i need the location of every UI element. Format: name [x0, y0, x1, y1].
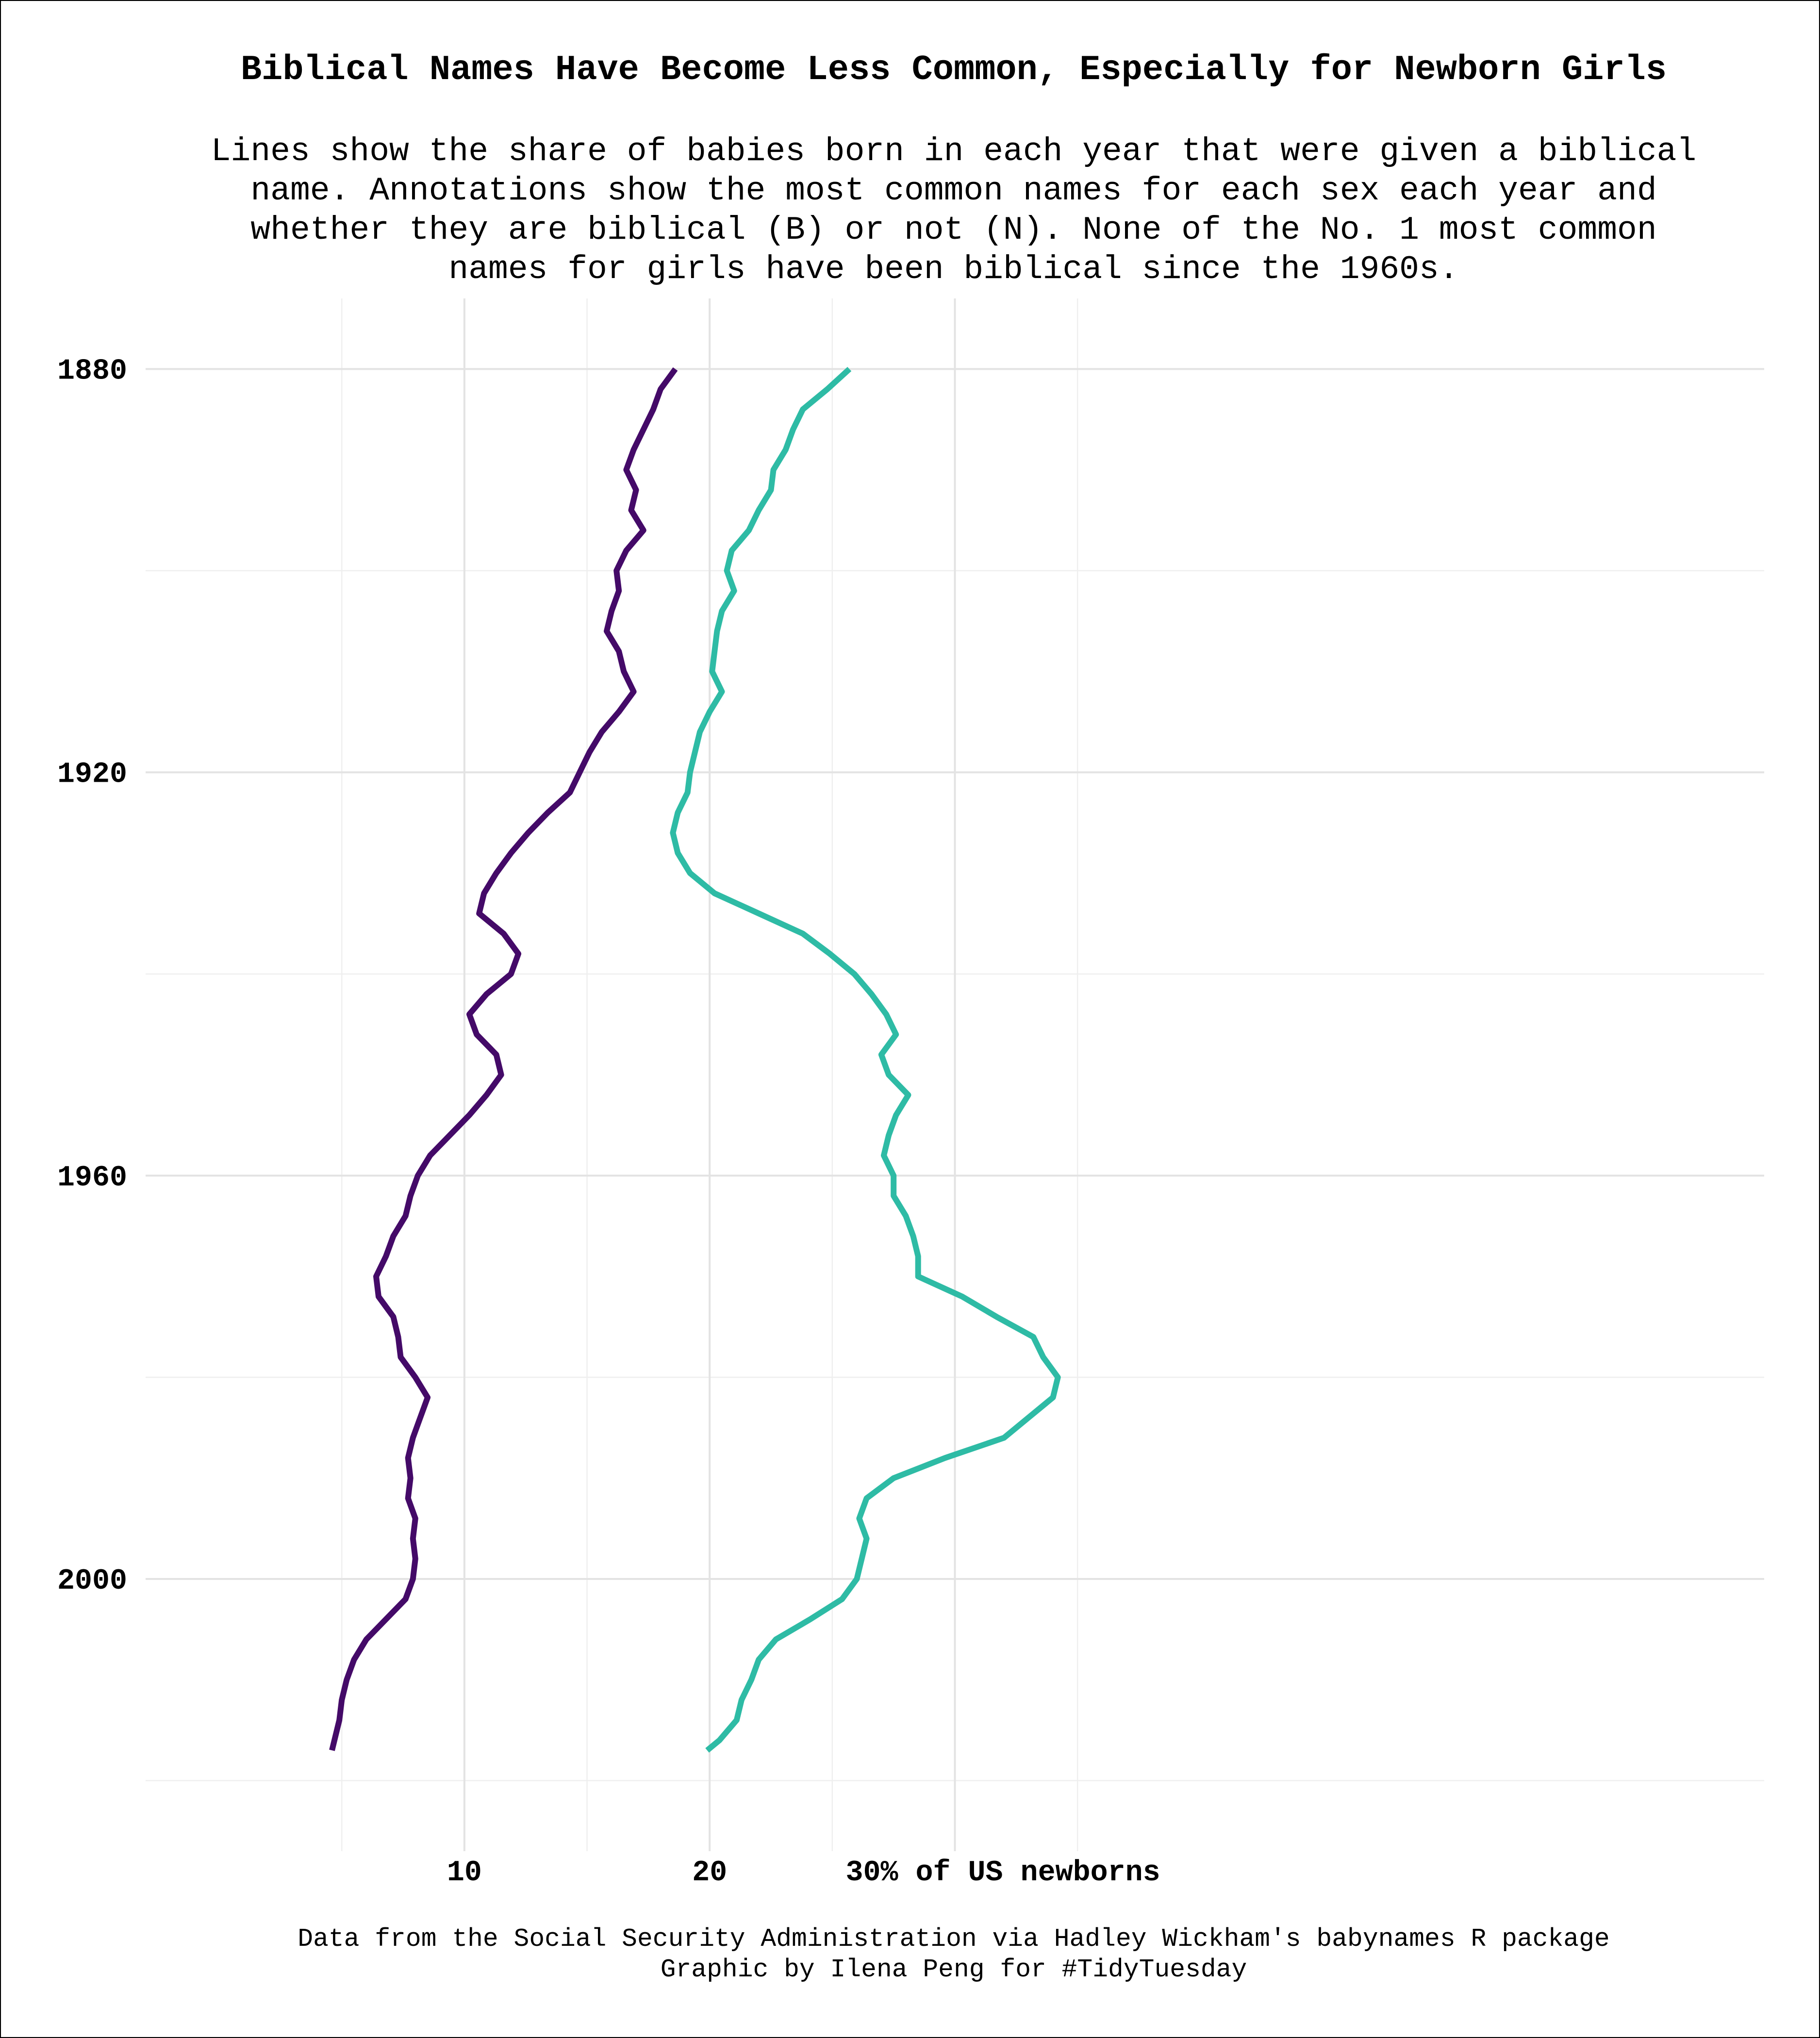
- subtitle-line-2: name. Annotations show the most common n…: [250, 172, 1656, 210]
- series-layer: [329, 367, 1061, 1753]
- series-line-2: [670, 367, 1061, 1753]
- caption-line-2: Graphic by Ilena Peng for #TidyTuesday: [661, 1955, 1247, 1984]
- y-tick-label: 1920: [57, 758, 127, 791]
- chart-title: Biblical Names Have Become Less Common, …: [241, 50, 1667, 90]
- subtitle-line-4: names for girls have been biblical since…: [448, 251, 1458, 288]
- grid-layer: [146, 298, 1764, 1851]
- tick-layer: 1880 1920 1960 2000 10 20 30% of US newborns: [57, 355, 1160, 1890]
- y-tick-label: 2000: [57, 1565, 127, 1598]
- subtitle-line-1: Lines show the share of babies born in e…: [211, 133, 1697, 170]
- series-line-1: [329, 367, 678, 1751]
- text-layer: Biblical Names Have Become Less Common, …: [211, 50, 1697, 1984]
- caption-line-1: Data from the Social Security Administra…: [298, 1924, 1609, 1954]
- x-tick-label: 30% of US newborns: [846, 1857, 1160, 1890]
- x-tick-label: 10: [447, 1857, 482, 1890]
- x-tick-label: 20: [692, 1857, 727, 1890]
- y-tick-label: 1880: [57, 355, 127, 388]
- subtitle-line-3: whether they are biblical (B) or not (N)…: [250, 212, 1656, 249]
- y-tick-label: 1960: [57, 1162, 127, 1195]
